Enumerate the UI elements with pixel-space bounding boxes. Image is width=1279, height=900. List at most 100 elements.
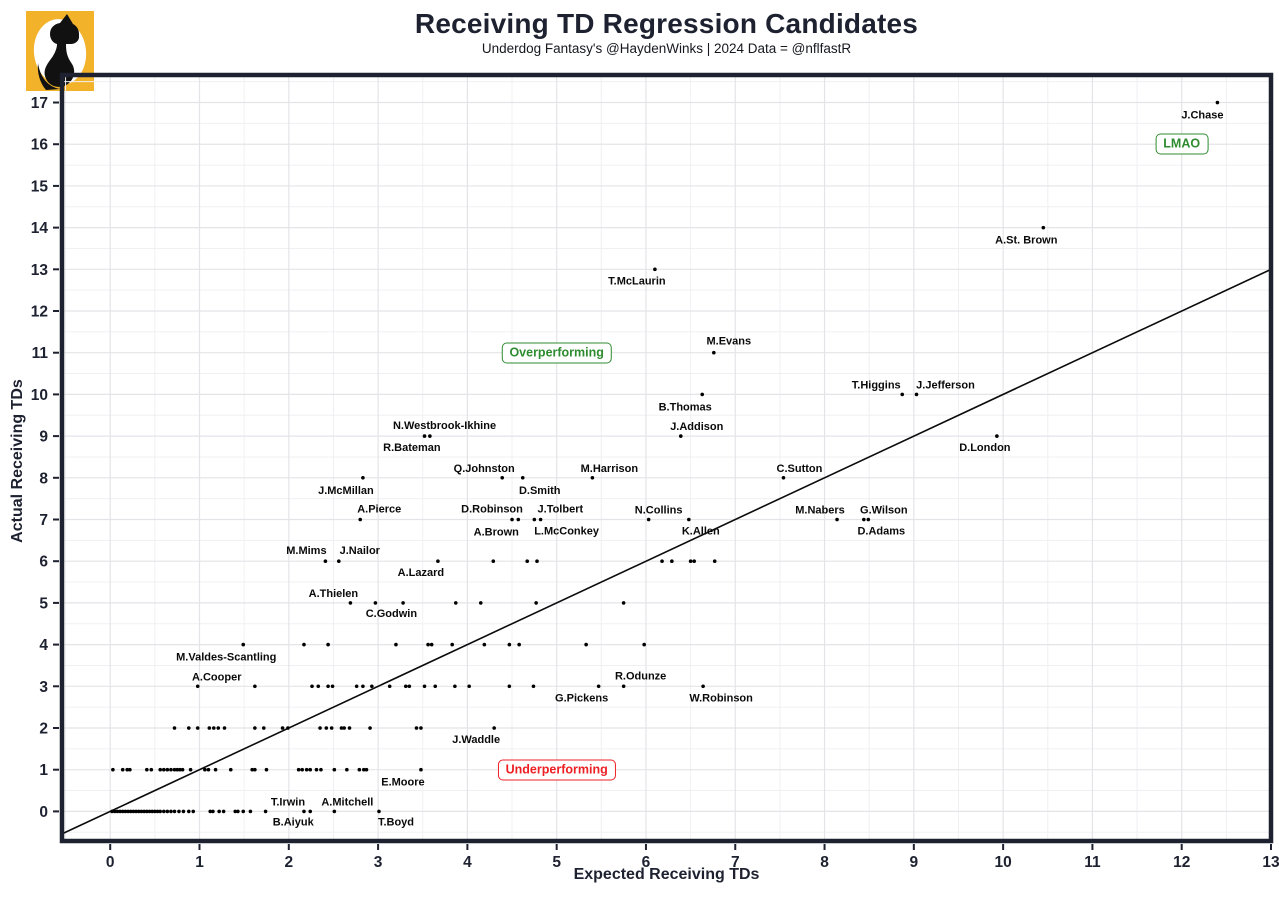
point-label: D.Robinson	[461, 504, 523, 516]
data-point	[584, 642, 588, 647]
chart-title: Receiving TD Regression Candidates	[414, 8, 919, 39]
data-point	[422, 684, 427, 689]
data-point	[419, 726, 423, 730]
data-point	[253, 767, 257, 772]
point-label: A.St. Brown	[995, 235, 1058, 247]
data-point	[296, 767, 301, 772]
point-label: J.Jefferson	[916, 379, 975, 391]
data-point	[660, 559, 664, 564]
annotation-underperforming: Underperforming	[497, 759, 616, 781]
point-label: J.Chase	[1181, 110, 1223, 122]
y-tick-label: 10	[31, 387, 48, 404]
data-point	[186, 809, 191, 814]
data-point	[110, 809, 114, 814]
data-point	[342, 726, 346, 730]
data-point	[139, 809, 144, 814]
y-tick-label: 2	[39, 720, 48, 737]
dog-icon	[26, 11, 94, 91]
x-tick-label: 9	[910, 854, 919, 871]
data-point	[145, 767, 149, 772]
data-point	[172, 809, 177, 814]
data-point	[692, 559, 696, 564]
data-point	[115, 809, 120, 814]
data-point	[467, 684, 471, 689]
annotation-overperforming: Overperforming	[501, 342, 612, 364]
point-label: A.Lazard	[398, 567, 444, 579]
data-point	[368, 726, 372, 730]
point-label: M.Valdes-Scantling	[176, 652, 276, 664]
data-point	[373, 601, 378, 605]
data-point	[534, 601, 538, 605]
data-point	[147, 809, 152, 814]
x-tick-label: 10	[995, 854, 1012, 871]
data-point	[646, 517, 651, 522]
point-label: L.McConkey	[534, 526, 600, 538]
y-tick-label: 11	[32, 345, 49, 362]
data-point	[712, 559, 717, 564]
data-point	[525, 559, 530, 564]
data-point	[142, 809, 146, 814]
data-point	[433, 684, 438, 689]
point-label: K.Allen	[682, 526, 720, 538]
x-tick-label: 8	[820, 854, 829, 871]
data-point	[186, 726, 191, 730]
data-point	[517, 642, 521, 647]
data-point	[688, 559, 693, 564]
underdog-logo	[26, 11, 94, 91]
data-point	[206, 767, 211, 772]
data-point	[995, 434, 999, 438]
point-label: D.Smith	[519, 485, 561, 497]
point-label: B.Thomas	[659, 401, 712, 413]
data-point	[358, 517, 363, 522]
point-label: J.McMillan	[318, 485, 374, 497]
data-point	[207, 726, 212, 730]
data-point	[120, 809, 125, 814]
data-point	[286, 726, 290, 730]
y-tick-label: 8	[39, 470, 48, 487]
data-point	[213, 767, 218, 772]
data-point	[158, 809, 163, 814]
data-point	[323, 559, 328, 564]
point-label: T.Boyd	[378, 816, 414, 828]
data-point	[165, 809, 170, 814]
y-tick-label: 15	[31, 178, 49, 195]
data-point	[453, 601, 458, 605]
data-point	[510, 517, 514, 522]
x-tick-label: 7	[731, 854, 740, 871]
data-point	[250, 767, 254, 772]
data-point	[370, 684, 374, 689]
data-point	[354, 684, 359, 689]
data-point	[329, 726, 334, 730]
point-label: A.Thielen	[309, 588, 359, 600]
y-tick-label: 6	[39, 554, 48, 571]
data-point	[687, 517, 691, 522]
x-axis-title: Expected Receiving TDs	[573, 866, 760, 883]
y-tick-label: 14	[31, 220, 49, 237]
point-label: Q.Johnston	[454, 463, 515, 475]
data-point	[211, 726, 216, 730]
point-label: A.Mitchell	[321, 796, 373, 808]
point-label: M.Nabers	[795, 505, 845, 517]
data-point	[712, 350, 716, 355]
point-label: T.Higgins	[852, 379, 901, 391]
data-point	[300, 767, 304, 772]
data-point	[450, 642, 455, 647]
x-tick-label: 0	[106, 854, 115, 871]
point-label: D.Adams	[857, 526, 905, 538]
data-point	[326, 684, 330, 689]
data-point	[172, 767, 177, 772]
point-label: B.Aiyuk	[273, 816, 315, 828]
data-point	[516, 517, 521, 522]
point-label: J.Nailor	[340, 545, 381, 557]
data-point	[120, 767, 125, 772]
data-point	[348, 601, 353, 605]
data-point	[128, 809, 133, 814]
data-point	[263, 809, 268, 814]
data-point	[426, 642, 430, 647]
data-point	[900, 392, 905, 397]
data-point	[362, 767, 366, 772]
point-label: C.Godwin	[366, 608, 418, 620]
data-point	[125, 767, 129, 772]
data-point	[387, 684, 392, 689]
